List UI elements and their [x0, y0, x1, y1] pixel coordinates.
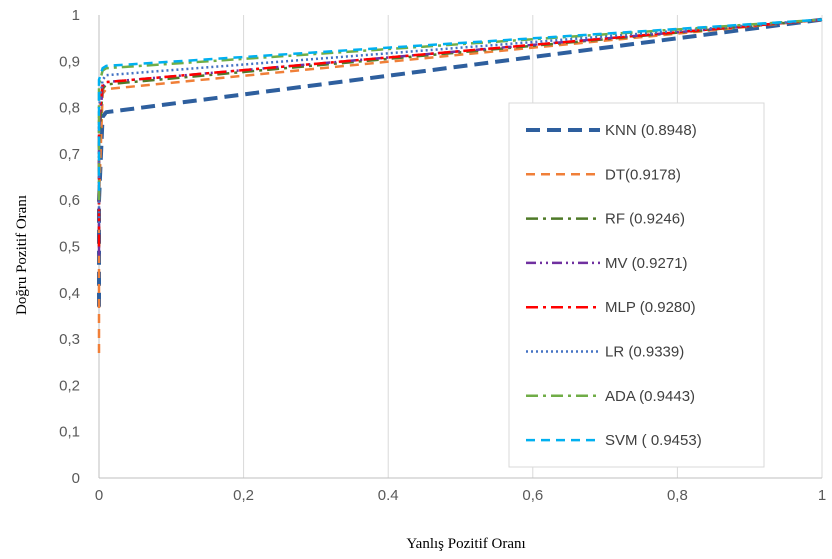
x-tick-label: 0,2 — [233, 487, 254, 504]
legend: KNN (0.8948) DT(0.9178) RF (0.9246) MV (0.9… — [508, 102, 765, 468]
x-tick-label: 0.4 — [378, 487, 399, 504]
y-tick-label: 0 — [72, 470, 80, 487]
y-tick-label: 0,7 — [59, 146, 80, 163]
tick-labels: 0 0,2 0.4 0,6 0,8 1 0 0,1 0,2 0,3 0,4 0,5 0,6 0,7 0,8 0… — [59, 7, 826, 504]
x-axis-title: Yanlış Pozitif Oranı — [406, 536, 525, 552]
y-tick-label: 0,8 — [59, 100, 80, 117]
y-tick-label: 0,2 — [59, 377, 80, 394]
legend-label: MV (0.9271) — [605, 255, 688, 272]
legend-label: DT(0.9178) — [605, 166, 681, 183]
legend-label: ADA (0.9443) — [605, 388, 695, 405]
y-tick-label: 0,6 — [59, 192, 80, 209]
legend-label: KNN (0.8948) — [605, 122, 697, 139]
series-lines — [97, 17, 823, 353]
legend-label: MLP (0.9280) — [605, 299, 696, 316]
legend-label: SVM ( 0.9453) — [605, 432, 702, 449]
y-tick-label: 0,4 — [59, 285, 80, 302]
y-tick-label: 0,1 — [59, 424, 80, 441]
legend-box — [508, 102, 765, 468]
x-tick-label: 0 — [95, 487, 103, 504]
legend-label: LR (0.9339) — [605, 344, 684, 361]
y-tick-label: 1 — [72, 7, 80, 24]
y-tick-label: 0,5 — [59, 239, 80, 256]
y-tick-label: 0,3 — [59, 331, 80, 348]
x-tick-label: 0,6 — [522, 487, 543, 504]
x-tick-label: 0,8 — [667, 487, 688, 504]
x-tick-label: 1 — [818, 487, 826, 504]
y-axis-title: Doğru Pozitif Oranı — [14, 195, 30, 315]
y-tick-label: 0,9 — [59, 53, 80, 70]
legend-label: RF (0.9246) — [605, 211, 685, 228]
series-line — [97, 18, 823, 191]
